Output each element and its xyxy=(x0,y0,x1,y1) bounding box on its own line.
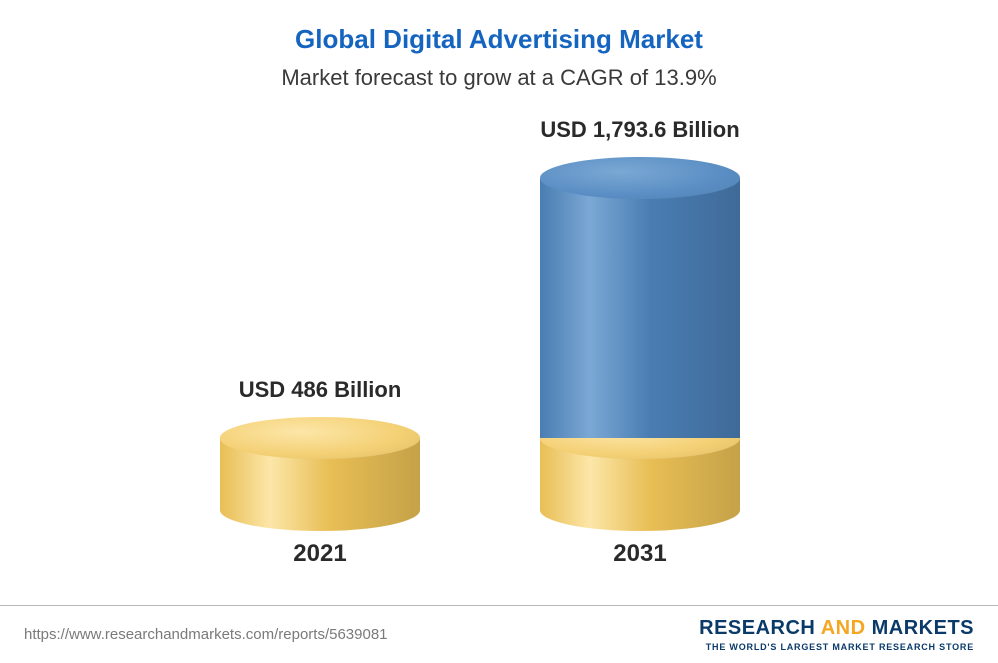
chart-subtitle: Market forecast to grow at a CAGR of 13.… xyxy=(0,55,998,91)
value-label: USD 486 Billion xyxy=(170,377,470,403)
brand-main: RESEARCH AND MARKETS xyxy=(699,617,974,640)
value-label: USD 1,793.6 Billion xyxy=(490,117,790,143)
brand-word-and: AND xyxy=(821,617,866,639)
brand-tagline: THE WORLD'S LARGEST MARKET RESEARCH STOR… xyxy=(699,642,974,652)
brand-logo: RESEARCH AND MARKETS THE WORLD'S LARGEST… xyxy=(699,617,974,652)
source-url: https://www.researchandmarkets.com/repor… xyxy=(24,626,388,643)
cylinder-bottom xyxy=(220,489,420,531)
cylinder-top xyxy=(220,417,420,459)
cylinder-bottom xyxy=(540,489,740,531)
brand-word-markets: MARKETS xyxy=(872,617,974,639)
chart-area: USD 486 Billion2021USD 1,793.6 Billion20… xyxy=(0,110,998,560)
cylinder-top xyxy=(540,157,740,199)
year-label: 2031 xyxy=(490,540,790,568)
year-label: 2021 xyxy=(170,540,470,568)
footer: https://www.researchandmarkets.com/repor… xyxy=(0,605,998,663)
brand-word-research: RESEARCH xyxy=(699,617,815,639)
cylinder-body xyxy=(540,178,740,438)
chart-title: Global Digital Advertising Market xyxy=(0,0,998,55)
